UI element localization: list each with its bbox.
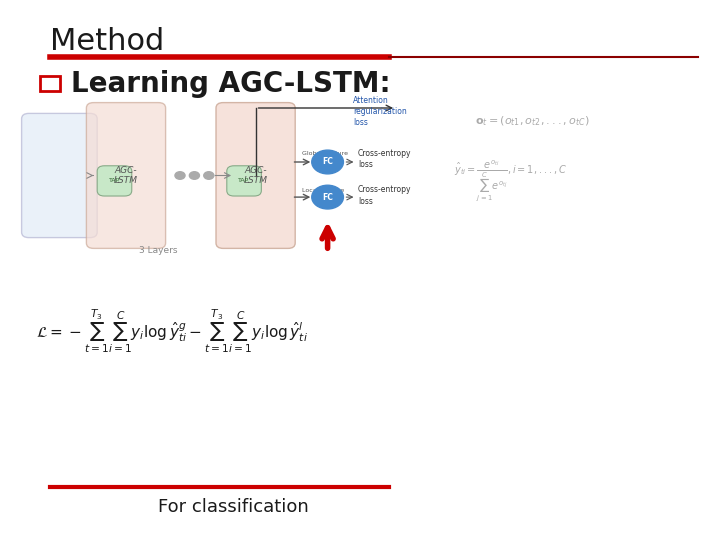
FancyBboxPatch shape xyxy=(227,166,261,196)
Circle shape xyxy=(175,172,185,179)
FancyBboxPatch shape xyxy=(97,166,132,196)
Text: Learning AGC-LSTM:: Learning AGC-LSTM: xyxy=(71,70,390,98)
Text: Attention
regularization
loss: Attention regularization loss xyxy=(353,96,407,127)
Bar xyxy=(40,76,60,91)
Text: For classification: For classification xyxy=(158,498,309,516)
Text: Cross-entropy
loss: Cross-entropy loss xyxy=(358,185,411,206)
FancyBboxPatch shape xyxy=(22,113,97,238)
Text: AGC-
LSTM: AGC- LSTM xyxy=(243,166,268,185)
Text: Global Feature: Global Feature xyxy=(302,151,348,157)
Circle shape xyxy=(312,185,343,209)
Text: Cross-entropy
loss: Cross-entropy loss xyxy=(358,149,411,170)
Text: FC: FC xyxy=(322,193,333,201)
Text: $\mathbf{o}_t = (o_{t1}, o_{t2}, ..., o_{tC})$: $\mathbf{o}_t = (o_{t1}, o_{t2}, ..., o_… xyxy=(475,114,590,129)
Circle shape xyxy=(189,172,199,179)
FancyBboxPatch shape xyxy=(216,103,295,248)
Text: TAP: TAP xyxy=(238,178,250,184)
Text: Method: Method xyxy=(50,27,165,56)
Circle shape xyxy=(204,172,214,179)
FancyBboxPatch shape xyxy=(86,103,166,248)
Text: $\mathcal{L} = -\sum_{t=1}^{T_3}\sum_{i=1}^{C} y_i \log\hat{y}_{ti}^g - \sum_{t=: $\mathcal{L} = -\sum_{t=1}^{T_3}\sum_{i=… xyxy=(36,308,308,355)
Text: TAP: TAP xyxy=(109,178,120,184)
Text: Local Feature: Local Feature xyxy=(302,187,345,193)
Text: $\hat{y}_{ti} = \dfrac{e^{o_{ti}}}{\sum_{j=1}^{C} e^{o_{tj}}}, i=1,...,C$: $\hat{y}_{ti} = \dfrac{e^{o_{ti}}}{\sum_… xyxy=(454,158,567,204)
Text: FC: FC xyxy=(322,158,333,166)
Circle shape xyxy=(312,150,343,174)
Text: 3 Layers: 3 Layers xyxy=(139,246,178,255)
Text: AGC-
LSTM: AGC- LSTM xyxy=(114,166,138,185)
